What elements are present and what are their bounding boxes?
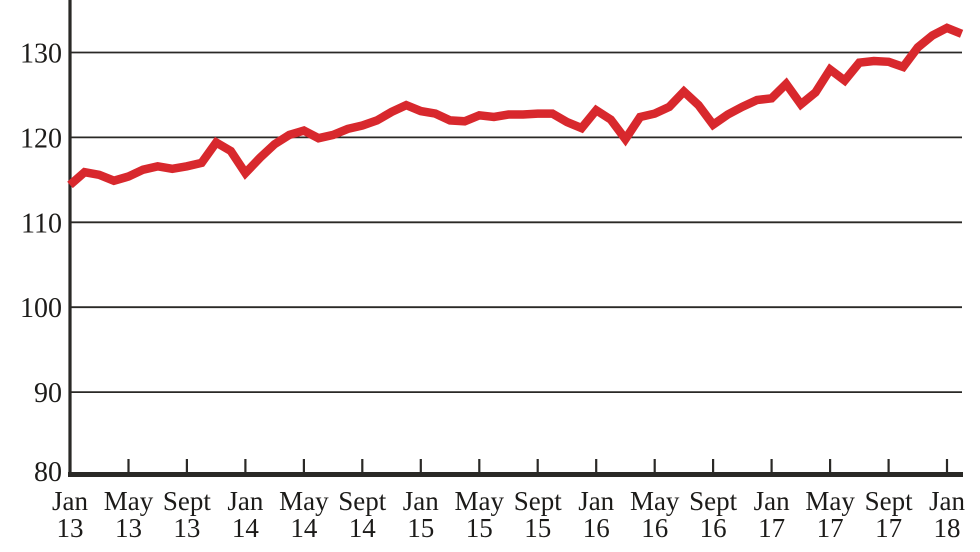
x-tick-month-May-14: May [279, 486, 329, 516]
x-tick-year-May-14: 14 [290, 513, 318, 543]
x-tick-month-Jan-14: Jan [227, 486, 263, 516]
x-tick-year-Sept-15: 15 [524, 513, 551, 543]
x-tick-year-Jan-16: 16 [583, 513, 610, 543]
x-ticks [127, 459, 949, 472]
y-tick-label-100: 100 [20, 293, 62, 324]
x-tick-month-Sept-14: Sept [338, 486, 387, 516]
y-tick-label-120: 120 [20, 123, 62, 154]
x-tick-month-Jan-17: Jan [754, 486, 790, 516]
x-tick-year-Jan-18: 18 [934, 513, 961, 543]
x-tick-year-Sept-17: 17 [875, 513, 902, 543]
x-tick-month-May-15: May [455, 486, 505, 516]
y-tick-label-90: 90 [34, 378, 62, 409]
x-tick-year-May-16: 16 [641, 513, 668, 543]
y-tick-label-110: 110 [21, 208, 62, 239]
x-tick-month-Sept-15: Sept [514, 486, 563, 516]
x-tick-year-May-13: 13 [115, 513, 142, 543]
x-tick-month-Sept-16: Sept [689, 486, 738, 516]
x-tick-labels: Jan13May13Sept13Jan14May14Sept14Jan15May… [52, 486, 965, 543]
x-tick-month-Sept-13: Sept [163, 486, 212, 516]
x-tick-month-Sept-17: Sept [865, 486, 914, 516]
grid-lines [70, 51, 962, 394]
x-tick-year-Sept-13: 13 [173, 513, 200, 543]
x-tick-year-Jan-15: 15 [407, 513, 434, 543]
x-tick-month-Jan-16: Jan [578, 486, 614, 516]
y-tick-label-130: 130 [20, 39, 62, 70]
x-tick-month-Jan-15: Jan [403, 486, 439, 516]
x-tick-year-Sept-14: 14 [349, 513, 377, 543]
y-tick-label-80: 80 [34, 457, 62, 488]
y-tick-labels: 130 120 110 100 90 80 [20, 39, 62, 489]
x-tick-month-Jan-13: Jan [52, 486, 88, 516]
x-tick-month-May-16: May [630, 486, 680, 516]
x-tick-month-May-13: May [104, 486, 154, 516]
x-tick-month-Jan-18: Jan [929, 486, 965, 516]
x-tick-year-May-15: 15 [466, 513, 493, 543]
x-tick-year-Sept-16: 16 [700, 513, 727, 543]
x-tick-year-Jan-17: 17 [758, 513, 785, 543]
x-tick-year-Jan-14: 14 [232, 513, 260, 543]
x-tick-year-May-17: 17 [817, 513, 844, 543]
x-tick-year-Jan-13: 13 [57, 513, 84, 543]
data-line-index-line [67, 23, 964, 189]
x-tick-month-May-17: May [805, 486, 855, 516]
